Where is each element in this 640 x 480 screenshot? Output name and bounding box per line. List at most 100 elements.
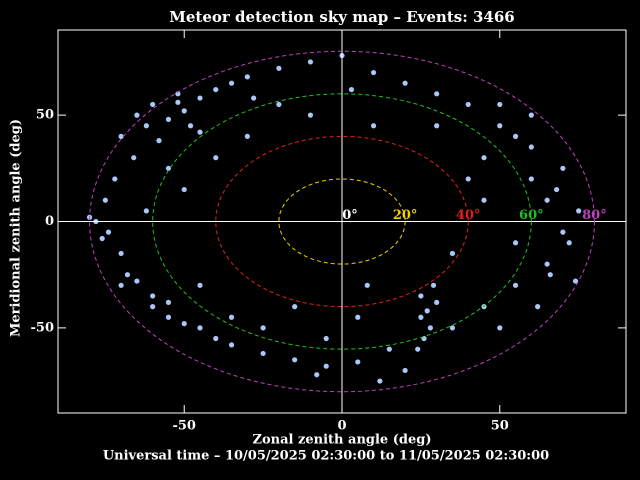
meteor-point xyxy=(150,304,156,310)
meteor-point xyxy=(528,144,534,150)
meteor-point xyxy=(566,240,572,246)
meteor-point xyxy=(143,208,149,214)
meteor-point xyxy=(560,165,566,171)
meteor-point xyxy=(402,367,408,374)
meteor-point xyxy=(528,176,534,182)
meteor-point xyxy=(497,101,503,108)
meteor-point xyxy=(424,308,430,314)
meteor-point xyxy=(228,80,235,86)
ring-label: 60° xyxy=(519,208,544,223)
meteor-point xyxy=(544,197,550,203)
meteor-point xyxy=(228,342,235,348)
zenith-ring xyxy=(278,178,406,265)
meteor-point xyxy=(276,101,282,108)
meteor-point xyxy=(197,325,203,331)
meteor-point xyxy=(102,197,108,203)
x-tick-label: 50 xyxy=(491,419,509,434)
meteor-point xyxy=(449,250,456,257)
meteor-point xyxy=(415,346,421,352)
meteor-point xyxy=(112,176,118,182)
meteor-point xyxy=(276,65,282,71)
subtitle: Universal time – 10/05/2025 02:30:00 to … xyxy=(103,449,549,464)
meteor-point xyxy=(572,278,579,284)
meteor-point xyxy=(165,116,172,122)
meteor-point xyxy=(251,95,257,101)
meteor-point xyxy=(364,282,370,288)
meteor-point xyxy=(105,229,112,235)
meteor-point xyxy=(197,282,203,288)
zenith-ring xyxy=(152,93,532,350)
meteor-point xyxy=(323,363,329,369)
meteor-point xyxy=(535,304,541,310)
meteor-point xyxy=(134,112,140,118)
meteor-point xyxy=(124,272,131,278)
meteor-point xyxy=(314,372,320,378)
meteor-point xyxy=(260,325,266,331)
chart-title: Meteor detection sky map – Events: 3466 xyxy=(169,8,514,26)
meteor-point xyxy=(213,335,219,342)
meteor-point xyxy=(181,108,187,114)
meteor-point xyxy=(348,86,355,93)
meteor-point xyxy=(418,314,424,320)
meteor-point xyxy=(134,278,140,284)
ring-label: 80° xyxy=(582,208,607,223)
x-tick-label: 0 xyxy=(337,419,346,434)
meteor-point xyxy=(497,123,503,129)
zenith-ring xyxy=(89,50,595,393)
meteor-point xyxy=(386,346,392,352)
meteor-point xyxy=(465,101,471,108)
meteor-point xyxy=(292,304,298,310)
meteor-point xyxy=(156,138,162,144)
meteor-point xyxy=(118,250,124,257)
center-label: 0° xyxy=(342,208,358,223)
meteor-point xyxy=(544,261,550,267)
meteor-point xyxy=(547,272,553,278)
meteor-point xyxy=(434,91,440,97)
meteor-point xyxy=(150,293,156,299)
meteor-point xyxy=(355,359,361,365)
meteor-point xyxy=(165,314,172,320)
meteor-point xyxy=(323,335,329,342)
meteor-point xyxy=(292,357,298,363)
meteor-point xyxy=(427,325,433,331)
meteor-point xyxy=(402,80,408,86)
meteor-point xyxy=(553,186,560,193)
y-tick-label: 0 xyxy=(45,214,54,229)
meteor-point xyxy=(197,129,203,135)
meteor-point xyxy=(181,186,187,193)
x-axis-label: Zonal zenith angle (deg) xyxy=(253,433,432,448)
ring-label: 40° xyxy=(456,208,481,223)
meteor-point xyxy=(99,235,105,242)
meteor-point xyxy=(150,101,156,108)
meteor-point xyxy=(377,378,383,384)
meteor-point xyxy=(187,123,194,129)
meteor-point xyxy=(213,86,219,93)
meteor-point xyxy=(497,325,503,331)
meteor-point xyxy=(244,74,250,80)
meteor-point xyxy=(131,155,137,161)
meteor-point xyxy=(465,176,471,182)
y-tick-label: -50 xyxy=(31,320,55,335)
meteor-point xyxy=(512,282,519,288)
meteor-point xyxy=(512,240,519,246)
meteor-point xyxy=(181,321,187,327)
meteor-point xyxy=(528,112,534,118)
meteor-point xyxy=(118,133,124,139)
zenith-ring xyxy=(215,135,469,308)
meteor-point xyxy=(175,91,181,97)
meteor-point xyxy=(260,350,266,357)
meteor-point xyxy=(430,282,437,288)
ring-label: 20° xyxy=(393,208,418,223)
meteor-point xyxy=(307,112,314,118)
meteor-point xyxy=(355,314,361,320)
meteor-point xyxy=(143,123,149,129)
meteor-point xyxy=(576,208,582,214)
meteor-point xyxy=(370,123,377,129)
meteor-point xyxy=(370,69,377,76)
meteor-point xyxy=(165,165,172,171)
meteor-point xyxy=(213,155,219,161)
meteor-point xyxy=(228,314,235,320)
meteor-point xyxy=(512,133,519,139)
